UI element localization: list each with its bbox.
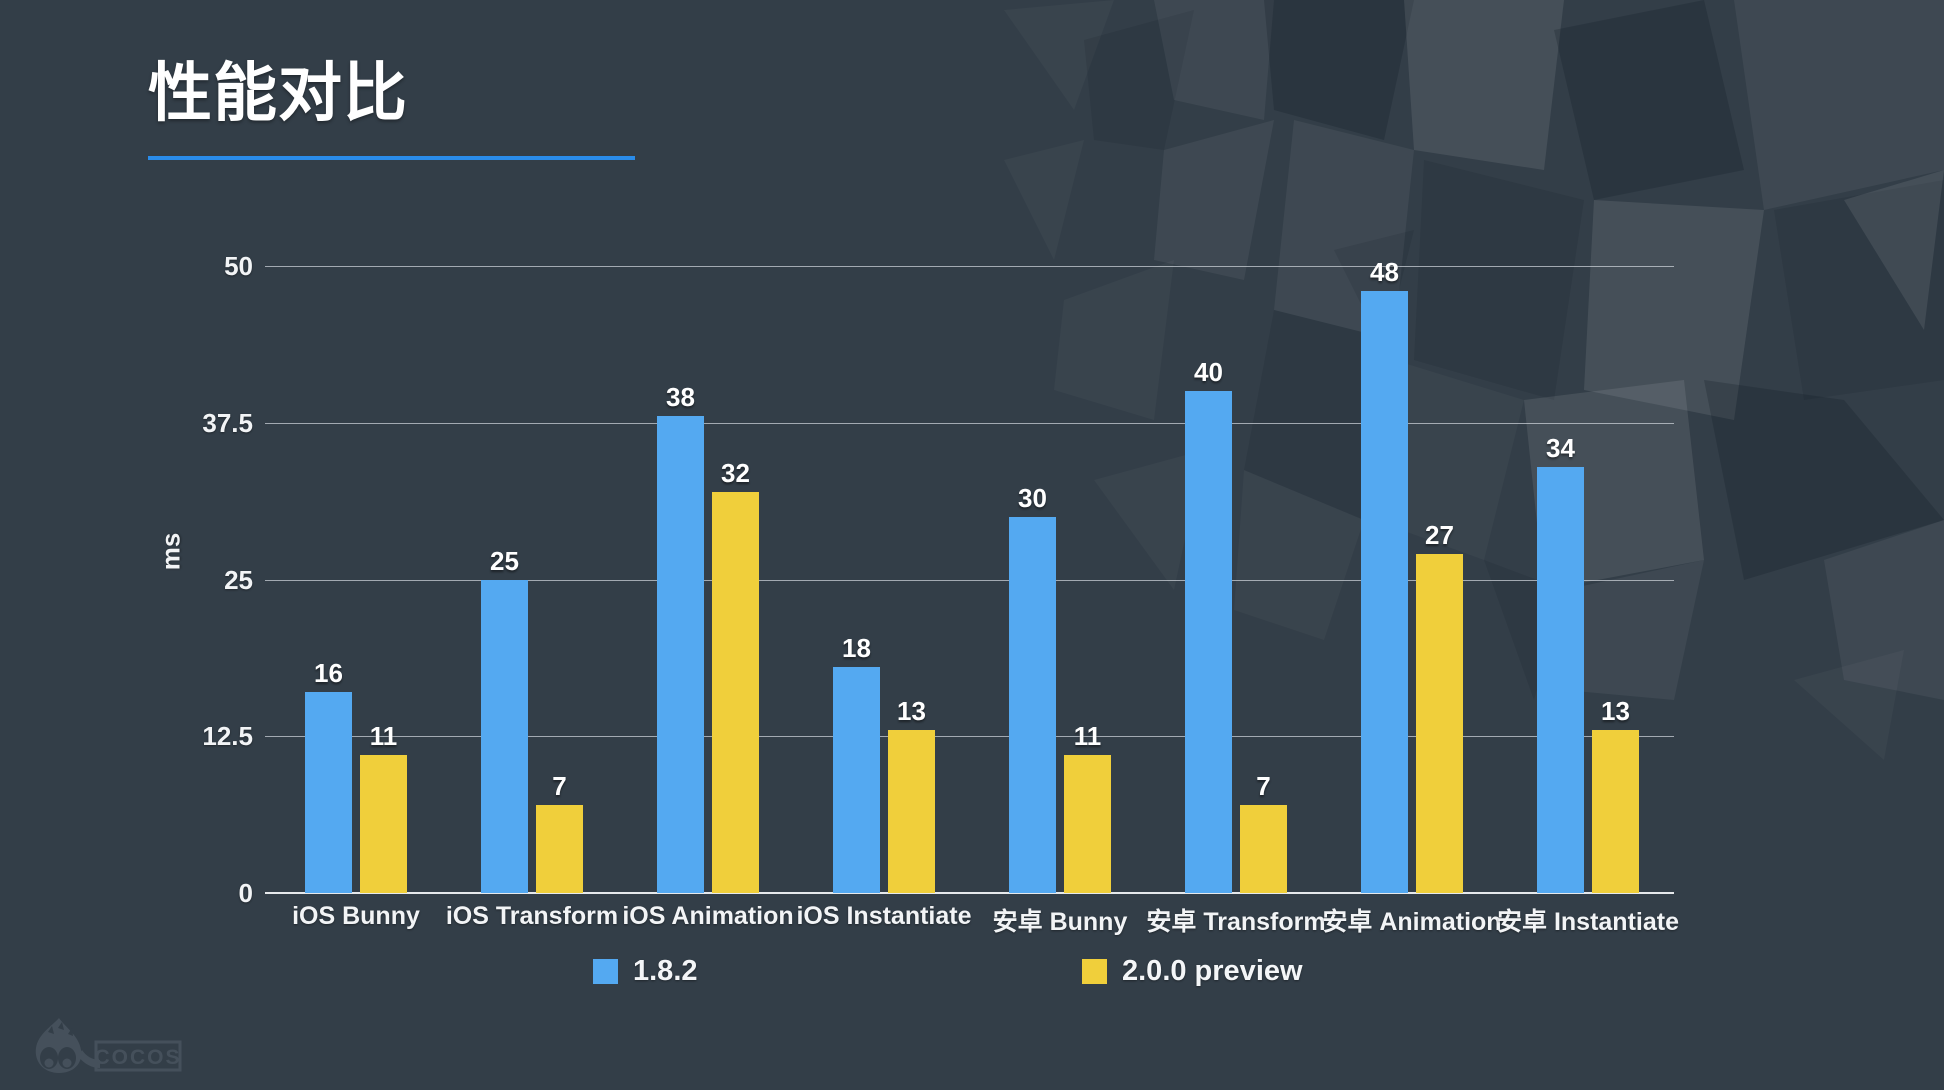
bar-1.8.2-安卓 Instantiate <box>1537 466 1584 893</box>
legend-item-v2: 2.0.0 preview <box>1082 955 1303 988</box>
bar-2.0.0 preview-iOS Animation <box>712 491 759 893</box>
x-axis-label: iOS Animation <box>622 902 794 930</box>
gridline-25 <box>265 579 1674 581</box>
y-axis-tick-label: 50 <box>224 251 253 281</box>
x-axis-label: 安卓 Transform <box>1146 908 1326 936</box>
x-axis-label: 安卓 Bunny <box>992 908 1128 936</box>
x-axis-label: 安卓 Animation <box>1322 908 1502 936</box>
gridline-37.5 <box>265 422 1674 424</box>
bar-1.8.2-iOS Animation <box>657 416 704 893</box>
legend-swatch-v2 <box>1082 959 1107 984</box>
bar-value-label: 30 <box>1018 482 1047 513</box>
bar-1.8.2-iOS Transform <box>481 579 528 893</box>
bar-2.0.0 preview-iOS Transform <box>536 805 583 893</box>
gridline-0 <box>265 892 1674 894</box>
gridline-12.5 <box>265 736 1674 738</box>
y-axis-tick-label: 25 <box>224 564 253 595</box>
bar-value-label: 13 <box>897 695 926 726</box>
x-axis-label: iOS Transform <box>445 902 619 930</box>
x-axis-label: iOS Instantiate <box>796 902 972 930</box>
bar-value-label: 11 <box>369 721 398 752</box>
bar-value-label: 11 <box>1073 721 1102 752</box>
bar-1.8.2-安卓 Bunny <box>1009 516 1056 893</box>
cocos-logo: COCOS <box>35 1018 182 1073</box>
bar-value-label: 25 <box>490 545 519 576</box>
bar-value-label: 40 <box>1194 357 1223 388</box>
bar-value-label: 32 <box>721 457 750 488</box>
y-axis-tick-label: 37.5 <box>202 407 253 438</box>
bar-value-label: 7 <box>1256 771 1271 802</box>
legend-label-v1: 1.8.2 <box>633 955 698 987</box>
y-axis-tick-label: 12.5 <box>202 721 253 752</box>
bar-2.0.0 preview-iOS Instantiate <box>888 729 935 893</box>
bar-2.0.0 preview-安卓 Animation <box>1416 554 1463 893</box>
bar-2.0.0 preview-安卓 Instantiate <box>1592 729 1639 893</box>
legend-label-v2: 2.0.0 preview <box>1122 955 1303 987</box>
bar-1.8.2-安卓 Animation <box>1361 291 1408 893</box>
bar-2.0.0 preview-安卓 Transform <box>1240 805 1287 893</box>
bar-value-label: 13 <box>1601 695 1630 726</box>
legend-swatch-v1 <box>593 959 618 984</box>
bar-2.0.0 preview-安卓 Bunny <box>1064 755 1111 893</box>
title-underline <box>148 156 635 160</box>
bar-1.8.2-iOS Bunny <box>305 692 352 893</box>
bar-2.0.0 preview-iOS Bunny <box>360 755 407 893</box>
gridline-50 <box>265 266 1674 267</box>
bar-value-label: 34 <box>1546 432 1575 463</box>
bar-value-label: 27 <box>1425 520 1454 551</box>
bar-value-label: 18 <box>842 633 871 664</box>
cocos-logo-text: COCOS <box>94 1046 181 1069</box>
x-axis-label: iOS Bunny <box>292 902 420 930</box>
x-axis-label: 安卓 Instantiate <box>1497 908 1679 936</box>
page-title: 性能对比 <box>148 57 408 129</box>
legend-item-v1: 1.8.2 <box>593 955 698 988</box>
bar-value-label: 7 <box>552 771 567 802</box>
bar-1.8.2-iOS Instantiate <box>833 667 880 893</box>
y-axis-tick-label: 0 <box>238 878 253 908</box>
bar-value-label: 38 <box>666 382 695 413</box>
bar-value-label: 48 <box>1370 257 1399 288</box>
bar-value-label: 16 <box>314 658 343 689</box>
bar-1.8.2-安卓 Transform <box>1185 391 1232 893</box>
